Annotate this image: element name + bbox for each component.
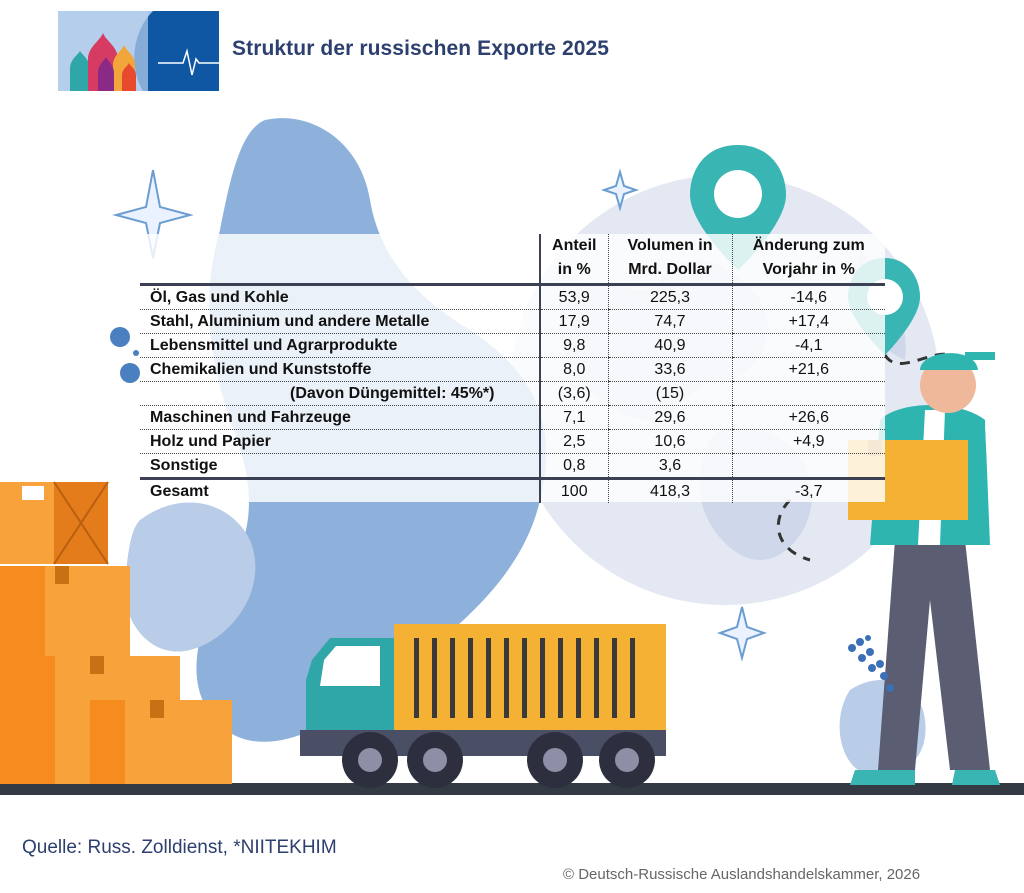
row-category: Maschinen und Fahrzeuge [140,405,540,430]
row-category: Lebensmittel und Agrarprodukte [140,333,540,358]
row-change: -14,6 [731,284,885,310]
row-change: +26,6 [731,405,885,430]
volume-column-header: Volumen in Mrd. Dollar [607,234,732,284]
stacked-boxes-illustration [0,481,232,784]
row-share: 2,5 [539,429,608,454]
row-volume: 29,6 [607,405,732,430]
total-share: 100 [539,476,608,503]
table-row: Lebensmittel und Agrarprodukte 9,8 40,9 … [140,333,885,358]
row-share: 17,9 [539,309,608,334]
row-change: +4,9 [731,429,885,454]
change-header-line1: Änderung zum [752,237,865,254]
row-share: 9,8 [539,333,608,358]
total-category: Gesamt [140,476,540,503]
volume-header-line2: Mrd. Dollar [628,261,712,278]
row-category: Stahl, Aluminium und andere Metalle [140,309,540,334]
page-title: Struktur der russischen Exporte 2025 [232,37,610,60]
total-change: -3,7 [731,476,885,503]
table-row: Sonstige 0,8 3,6 [140,453,885,479]
subrow-category: (Davon Düngemittel: 45%*) [140,381,540,406]
ground-line [0,783,1024,795]
subrow-change [731,381,885,406]
plant-illustration [848,635,894,692]
table-row: Öl, Gas und Kohle 53,9 225,3 -14,6 [140,284,885,310]
row-category: Holz und Papier [140,429,540,454]
table-row: Maschinen und Fahrzeuge 7,1 29,6 +26,6 [140,405,885,430]
table-row: Holz und Papier 2,5 10,6 +4,9 [140,429,885,454]
row-change: +17,4 [731,309,885,334]
exports-table: Anteil in % Volumen in Mrd. Dollar Änder… [140,234,885,503]
row-change [731,453,885,479]
subrow-volume: (15) [607,381,732,406]
row-change: -4,1 [731,333,885,358]
truck-illustration [300,624,666,788]
share-column-header: Anteil in % [539,234,608,284]
table-row: Stahl, Aluminium und andere Metalle 17,9… [140,309,885,334]
row-volume: 33,6 [607,357,732,382]
delivery-man-illustration [848,352,1012,785]
row-volume: 74,7 [607,309,732,334]
source-note: Quelle: Russ. Zolldienst, *NIITEKHIM [22,837,337,858]
row-category: Chemikalien und Kunststoffe [140,357,540,382]
total-volume: 418,3 [607,476,732,503]
volume-header-line1: Volumen in [627,237,713,254]
table-row: Chemikalien und Kunststoffe 8,0 33,6 +21… [140,357,885,382]
row-change: +21,6 [731,357,885,382]
table-total-row: Gesamt 100 418,3 -3,7 [140,476,885,503]
route-line [776,498,811,562]
category-column-header [140,234,540,284]
sparkle-star-icon [112,168,768,662]
share-header-line1: Anteil [552,237,597,254]
copyright-note: © Deutsch-Russische Auslandshandelskamme… [563,866,921,883]
table-header-row: Anteil in % Volumen in Mrd. Dollar Änder… [140,234,885,284]
row-volume: 3,6 [607,453,732,479]
row-category: Sonstige [140,453,540,479]
row-share: 8,0 [539,357,608,382]
row-share: 53,9 [539,284,608,310]
row-volume: 10,6 [607,429,732,454]
change-header-line2: Vorjahr in % [762,261,855,278]
change-column-header: Änderung zum Vorjahr in % [731,234,885,284]
kremlin-logo [58,11,219,91]
row-category: Öl, Gas und Kohle [140,284,540,310]
share-header-line2: in % [557,261,591,278]
row-share: 0,8 [539,453,608,479]
row-share: 7,1 [539,405,608,430]
subrow-share: (3,6) [539,381,608,406]
decorative-dots [110,327,140,383]
row-volume: 225,3 [607,284,732,310]
table-subrow: (Davon Düngemittel: 45%*) (3,6) (15) [140,381,885,406]
row-volume: 40,9 [607,333,732,358]
